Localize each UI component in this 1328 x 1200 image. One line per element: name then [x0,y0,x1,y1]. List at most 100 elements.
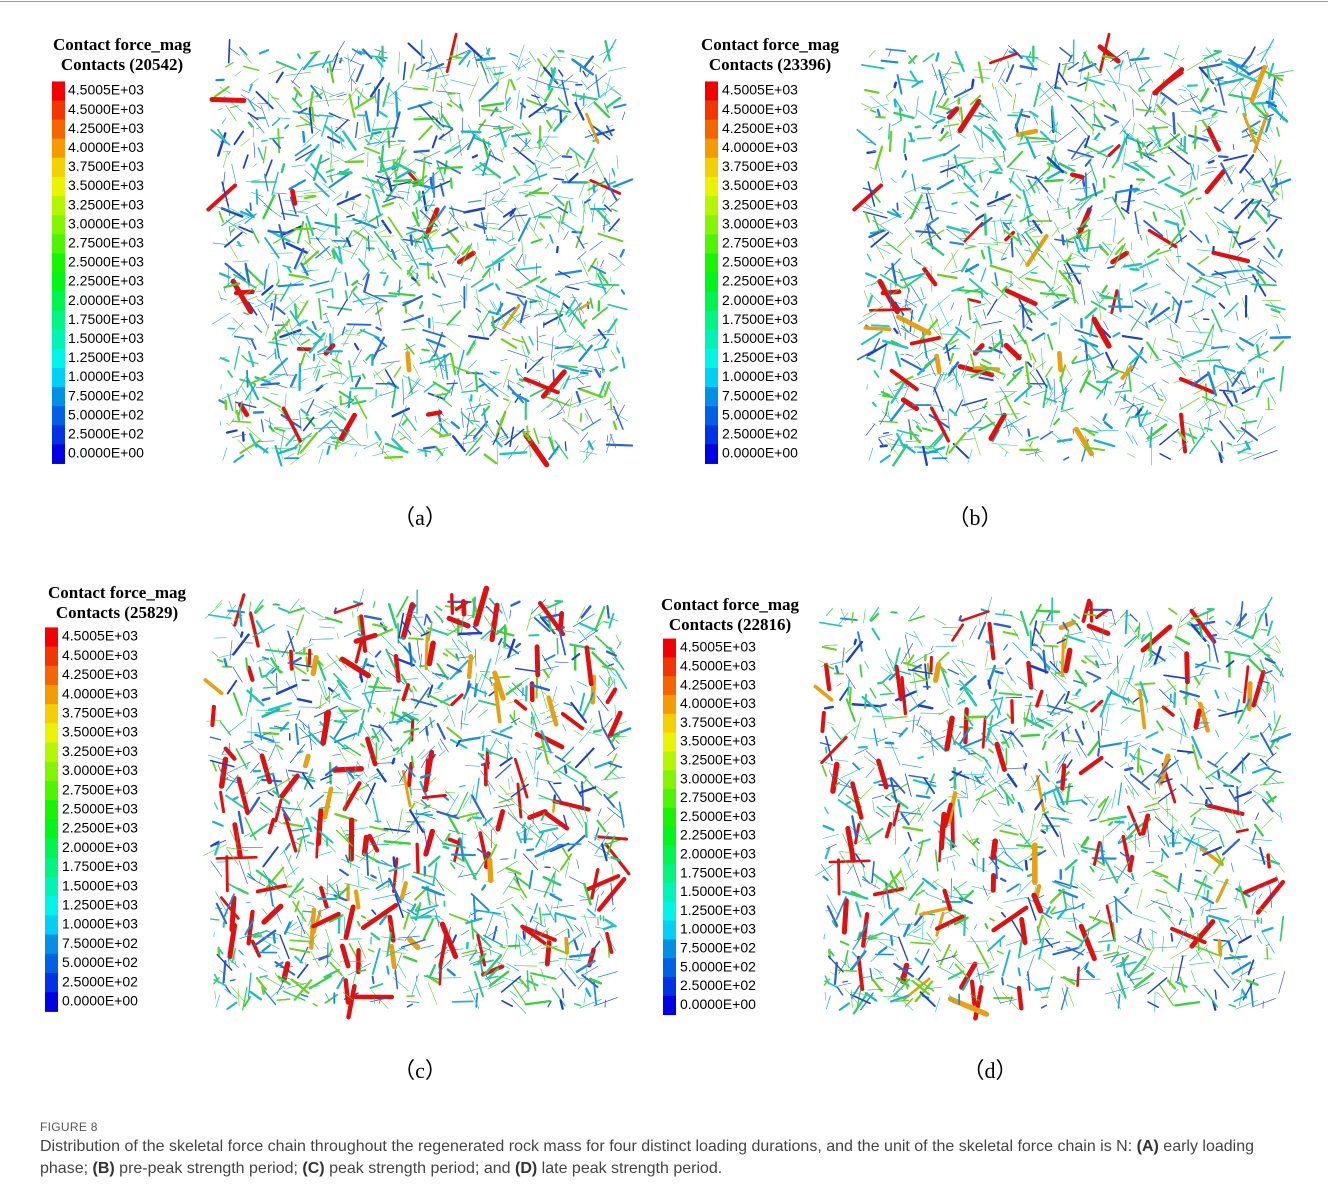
force-chain [1097,382,1111,383]
force-chain [1102,206,1117,217]
legend-swatch [52,387,65,407]
force-chain [365,616,381,619]
force-chain [433,863,436,884]
force-chain [1165,416,1177,423]
force-chain [496,284,499,289]
force-chain [1215,88,1217,92]
force-chain [995,87,1000,110]
force-chain [366,355,370,360]
force-chain [408,353,409,370]
force-chain [369,687,391,689]
force-chain [295,305,297,319]
force-chain [520,895,523,900]
force-chain [335,769,362,770]
force-chain [323,372,338,376]
force-chain [231,229,234,232]
force-chain [211,919,219,920]
force-chain [395,432,400,436]
force-chain [427,668,429,672]
force-chain [283,295,302,312]
force-chain [558,383,563,392]
force-chain [355,89,368,101]
force-chain [441,250,443,258]
force-chain [566,287,579,290]
force-chain [357,589,364,611]
force-chain [393,759,394,763]
force-chain [614,179,632,186]
force-chain [251,613,259,646]
force-chain [1128,453,1135,457]
force-chain [1095,134,1099,139]
force-chain [882,61,898,63]
force-chain [1225,303,1238,316]
force-chain [210,737,220,740]
force-chain [451,863,455,868]
force-chain [500,897,513,904]
force-chain [490,678,493,685]
force-chain [232,164,236,183]
force-chain [920,383,935,388]
force-chain [338,300,347,316]
force-chain [991,266,1012,272]
force-chain [1071,325,1075,331]
force-chain [612,209,618,211]
force-chain [337,633,339,639]
force-chain [306,400,314,415]
force-chain [363,360,366,363]
force-chain [395,970,397,988]
force-chain [466,222,468,228]
force-chain [604,926,614,929]
force-chain [569,201,571,211]
force-chain [365,292,387,302]
force-chain [872,325,889,326]
force-chain [439,111,441,121]
legend-label: 5.0000E+02 [68,406,144,422]
force-chain [1132,435,1137,445]
force-chain [1078,82,1087,86]
force-chain [911,431,920,442]
force-chain [218,660,223,662]
force-chain [469,77,478,98]
force-chain [1015,340,1022,343]
force-chain [392,424,396,439]
force-chain [997,311,1015,320]
force-chain [489,251,490,256]
force-chain [1060,314,1075,327]
force-chain [597,336,604,345]
force-chain [593,169,595,173]
force-chain [869,448,873,461]
force-chain [1274,258,1283,266]
force-chain [1104,372,1118,381]
force-chain [1011,334,1015,344]
force-chain [284,851,295,875]
force-chain [1112,291,1117,313]
force-chain [881,213,904,224]
force-chain [503,648,510,649]
force-chain [449,618,468,625]
force-chain [484,223,499,224]
force-chain [994,61,999,71]
force-chain [1181,210,1185,224]
force-chain [319,852,332,856]
force-chain [868,254,871,260]
force-chain [265,324,268,336]
legend-label: 1.7500E+03 [68,311,144,327]
force-chain [330,161,331,169]
force-chain [508,381,509,391]
force-chain [1026,437,1038,441]
force-chain [267,352,275,359]
force-chain [1135,212,1139,233]
force-chain [301,302,306,303]
force-chain [221,358,229,361]
legend-label: 4.5000E+03 [68,101,144,117]
force-chain [545,243,549,248]
force-chain [381,361,399,364]
force-chain [324,322,328,323]
force-chain [1208,128,1218,149]
force-chain [1242,200,1247,203]
force-chain [459,633,481,634]
force-chain [258,967,266,972]
force-chain [1229,233,1233,253]
force-chain [547,121,552,128]
force-chain [610,199,620,207]
